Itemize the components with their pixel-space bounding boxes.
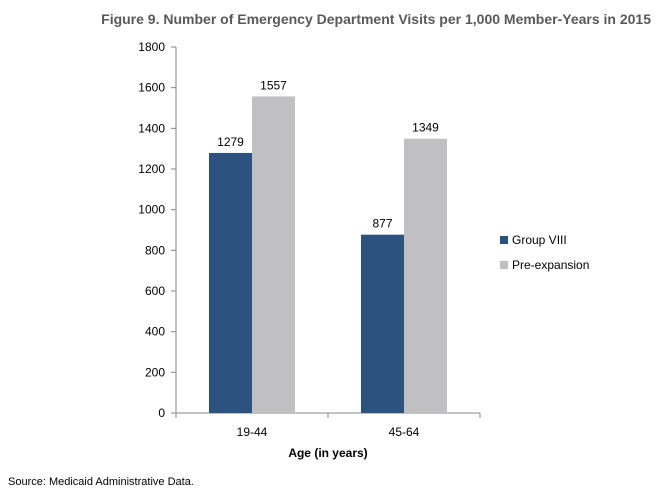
legend: Group VIII Pre-expansion: [500, 233, 589, 272]
x-tick-label: 45-64: [389, 425, 420, 439]
bar-group-viii-19-44: [209, 152, 252, 414]
data-label: 1279: [217, 135, 244, 149]
legend-swatch: [500, 236, 508, 244]
y-tick-label: 1200: [138, 162, 165, 176]
legend-label: Group VIII: [512, 233, 567, 247]
y-tick-labels: 0 200 400 600 800 1000 1200 1400 1600 1800: [138, 40, 165, 420]
y-tick-label: 1000: [138, 203, 165, 217]
chart-title: Figure 9. Number of Emergency Department…: [101, 11, 651, 27]
data-label: 877: [372, 217, 392, 231]
bar-group-viii-45-64: [361, 234, 404, 413]
y-tick-label: 800: [145, 243, 165, 257]
legend-swatch: [500, 261, 508, 269]
y-tick-label: 1400: [138, 121, 165, 135]
y-tick-label: 1600: [138, 81, 165, 95]
y-tick-label: 0: [158, 406, 165, 420]
data-label: 1349: [412, 121, 439, 135]
legend-label: Pre-expansion: [512, 258, 589, 272]
data-label: 1557: [260, 78, 287, 92]
x-axis-label: Age (in years): [288, 446, 367, 460]
bar-pre-expansion-45-64: [404, 138, 447, 413]
y-tick-label: 1800: [138, 40, 165, 54]
y-tick-label: 400: [145, 325, 165, 339]
x-tick-labels: 19-44 45-64: [237, 425, 420, 439]
source-note: Source: Medicaid Administrative Data.: [8, 476, 194, 488]
bars: [209, 96, 447, 414]
y-tick-label: 600: [145, 284, 165, 298]
x-tick-label: 19-44: [237, 425, 268, 439]
bar-pre-expansion-19-44: [252, 96, 295, 413]
y-tick-label: 200: [145, 365, 165, 379]
data-labels: 1279 1557 877 1349: [217, 78, 439, 230]
